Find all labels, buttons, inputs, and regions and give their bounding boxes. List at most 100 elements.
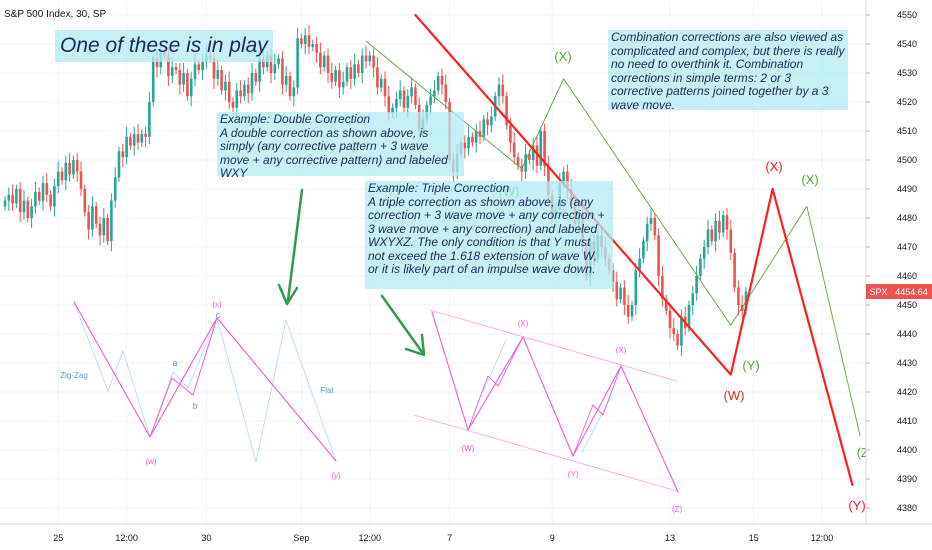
price-badges: SPX 4454.64	[866, 284, 932, 299]
candle-body	[330, 73, 334, 82]
candle-body	[547, 165, 550, 195]
time-tick-label: 15	[749, 533, 759, 543]
symbol-badge-label: SPX	[869, 287, 887, 297]
candle-body	[611, 270, 615, 282]
candle-body	[524, 154, 527, 172]
candle-body	[193, 64, 197, 79]
label-y-small: (y)	[331, 471, 341, 480]
candle-body	[269, 55, 273, 73]
candle-body	[562, 171, 565, 184]
label-X-green-right: (X)	[801, 172, 818, 187]
label-W-pink: (W)	[462, 444, 475, 453]
price-tick-label: 4480	[897, 213, 917, 223]
double-correction-inner-line	[149, 317, 218, 438]
candle-body	[440, 75, 444, 85]
candle-body	[379, 78, 383, 88]
candle-body	[702, 247, 706, 259]
candle-body	[170, 67, 174, 76]
combination-corrections-note[interactable]: Combination corrections are also viewed …	[608, 30, 848, 112]
candle-body	[444, 84, 448, 102]
candle-body	[186, 73, 189, 97]
candle-body	[148, 102, 151, 137]
candle-body	[174, 67, 178, 71]
in-play-note[interactable]: One of these is in play	[55, 30, 273, 62]
candle-body	[319, 52, 322, 68]
label-x-small: (x)	[212, 300, 222, 309]
triple-correction-wave-line	[431, 311, 679, 493]
candle-body	[512, 142, 516, 158]
candle-body	[75, 160, 79, 172]
price-tick-label: 4530	[897, 68, 917, 78]
candle-body	[30, 206, 33, 218]
price-tick-label: 4470	[897, 242, 917, 252]
time-tick-label: 13	[665, 533, 675, 543]
candle-body	[566, 171, 569, 189]
combination-corrections-body: Combination corrections are also viewed …	[611, 30, 845, 112]
candle-body	[303, 35, 307, 44]
triple-inner-line-1	[467, 336, 524, 431]
candle-body	[338, 70, 341, 88]
triple-sketch-faint-1	[482, 339, 507, 393]
candle-body	[129, 136, 132, 146]
candle-body	[718, 220, 721, 233]
candle-body	[224, 81, 227, 91]
candle-body	[395, 99, 398, 108]
candle-body	[619, 287, 622, 300]
candle-body	[486, 119, 489, 126]
candle-body	[497, 84, 501, 97]
time-tick-label: 12:00	[359, 533, 382, 543]
candle-body	[664, 299, 668, 311]
chart-title[interactable]: S&P 500 Index, 30, SP	[4, 9, 106, 20]
price-tick-label: 4390	[897, 474, 917, 484]
triple-correction-note[interactable]: Example: Triple Correction A triple corr…	[365, 181, 613, 289]
candle-body	[725, 215, 729, 230]
candle-body	[182, 73, 185, 85]
label-X-red: (X)	[765, 159, 782, 174]
label-Y-green: (Y)	[742, 358, 759, 373]
candle-body	[699, 258, 702, 276]
triple-channel-lower	[413, 414, 678, 492]
price-axis-panel[interactable]	[866, 0, 932, 550]
candle-body	[284, 75, 288, 85]
label-X1-pink: (X)	[518, 319, 529, 328]
price-tick-label: 4400	[897, 445, 917, 455]
candle-body	[410, 87, 413, 97]
label-b: b	[192, 401, 197, 411]
candle-body	[18, 189, 22, 213]
candle-body	[315, 44, 318, 53]
label-Y-red: (Y)	[848, 498, 865, 513]
candle-body	[288, 75, 292, 97]
candle-body	[695, 276, 698, 294]
candle-body	[262, 58, 265, 68]
candle-body	[37, 191, 41, 201]
candle-body	[505, 96, 508, 126]
candle-body	[623, 287, 626, 305]
double-correction-wave-line	[73, 301, 337, 462]
candle-body	[307, 35, 311, 47]
candle-body	[140, 133, 144, 143]
candle-body	[239, 90, 242, 97]
double-correction-note[interactable]: Example: Double Correction A double corr…	[217, 112, 464, 180]
candle-body	[3, 200, 7, 207]
candle-body	[634, 270, 638, 305]
triple-channel-upper	[429, 309, 678, 382]
candle-body	[672, 328, 676, 334]
candle-body	[501, 84, 505, 97]
candle-body	[322, 55, 326, 68]
price-tick-label: 4420	[897, 387, 917, 397]
candle-body	[372, 55, 375, 68]
time-axis-panel[interactable]	[0, 524, 932, 550]
candle-body	[387, 96, 391, 114]
time-tick-label: 30	[201, 533, 211, 543]
candle-body	[132, 133, 136, 146]
candle-body	[227, 81, 231, 102]
candle-body	[231, 102, 235, 108]
candle-body	[516, 157, 520, 166]
candle-body	[353, 64, 356, 79]
candle-body	[691, 293, 695, 305]
candle-body	[543, 131, 546, 166]
candle-body	[235, 90, 239, 108]
label-X-green-top: (X)	[554, 49, 571, 64]
arrow-down-head	[277, 283, 299, 306]
candle-body	[87, 212, 90, 230]
